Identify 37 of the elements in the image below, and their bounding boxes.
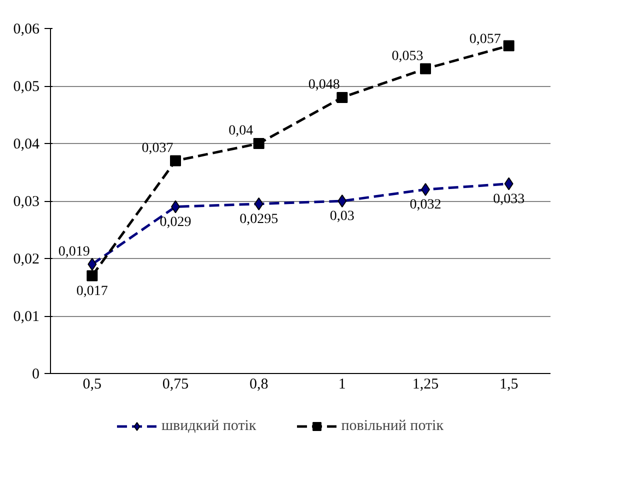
x-tick-label: 1,25 bbox=[412, 376, 439, 392]
data-label: 0,053 bbox=[392, 48, 424, 64]
data-label: 0,017 bbox=[76, 284, 108, 299]
point bbox=[503, 40, 514, 52]
point bbox=[504, 177, 514, 190]
data-label: 0,033 bbox=[493, 192, 525, 207]
data-label: 0,04 bbox=[228, 124, 254, 138]
x-tick-label: 1 bbox=[338, 376, 346, 392]
x-tick-label: 0,8 bbox=[249, 376, 268, 392]
data-label: 0,03 bbox=[330, 209, 354, 224]
data-label: 0,019 bbox=[58, 244, 90, 260]
point bbox=[253, 138, 264, 149]
point bbox=[170, 155, 181, 166]
data-label: 0,0295 bbox=[240, 212, 278, 227]
point bbox=[254, 197, 264, 210]
legend-label: швидкий потік bbox=[161, 418, 256, 434]
x-tick-label: 0,75 bbox=[162, 376, 189, 392]
data-label: 0,057 bbox=[469, 32, 501, 47]
y-tick-label: 0,04 bbox=[13, 136, 40, 152]
y-tick-label: 0 bbox=[32, 366, 40, 382]
x-tick-label: 1,5 bbox=[499, 376, 518, 392]
point bbox=[338, 194, 347, 208]
x-tick-label: 0,5 bbox=[82, 376, 102, 392]
point bbox=[336, 92, 348, 103]
data-label: 0,029 bbox=[160, 214, 192, 230]
y-tick-label: 0,05 bbox=[13, 79, 40, 95]
y-tick-label: 0,01 bbox=[13, 309, 40, 325]
point bbox=[88, 258, 97, 271]
y-tick-label: 0,02 bbox=[13, 252, 40, 268]
point bbox=[420, 63, 431, 74]
data-label: 0,037 bbox=[142, 140, 174, 156]
point bbox=[86, 270, 98, 282]
y-tick-label: 0,06 bbox=[13, 22, 40, 38]
y-tick-label: 0,03 bbox=[13, 194, 40, 210]
data-label: 0,032 bbox=[410, 198, 442, 212]
data-label: 0,048 bbox=[308, 78, 340, 92]
legend-label: повільний потік bbox=[341, 418, 444, 434]
